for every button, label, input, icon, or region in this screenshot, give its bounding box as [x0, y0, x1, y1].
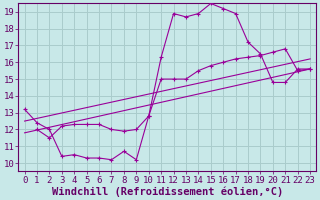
- X-axis label: Windchill (Refroidissement éolien,°C): Windchill (Refroidissement éolien,°C): [52, 186, 283, 197]
